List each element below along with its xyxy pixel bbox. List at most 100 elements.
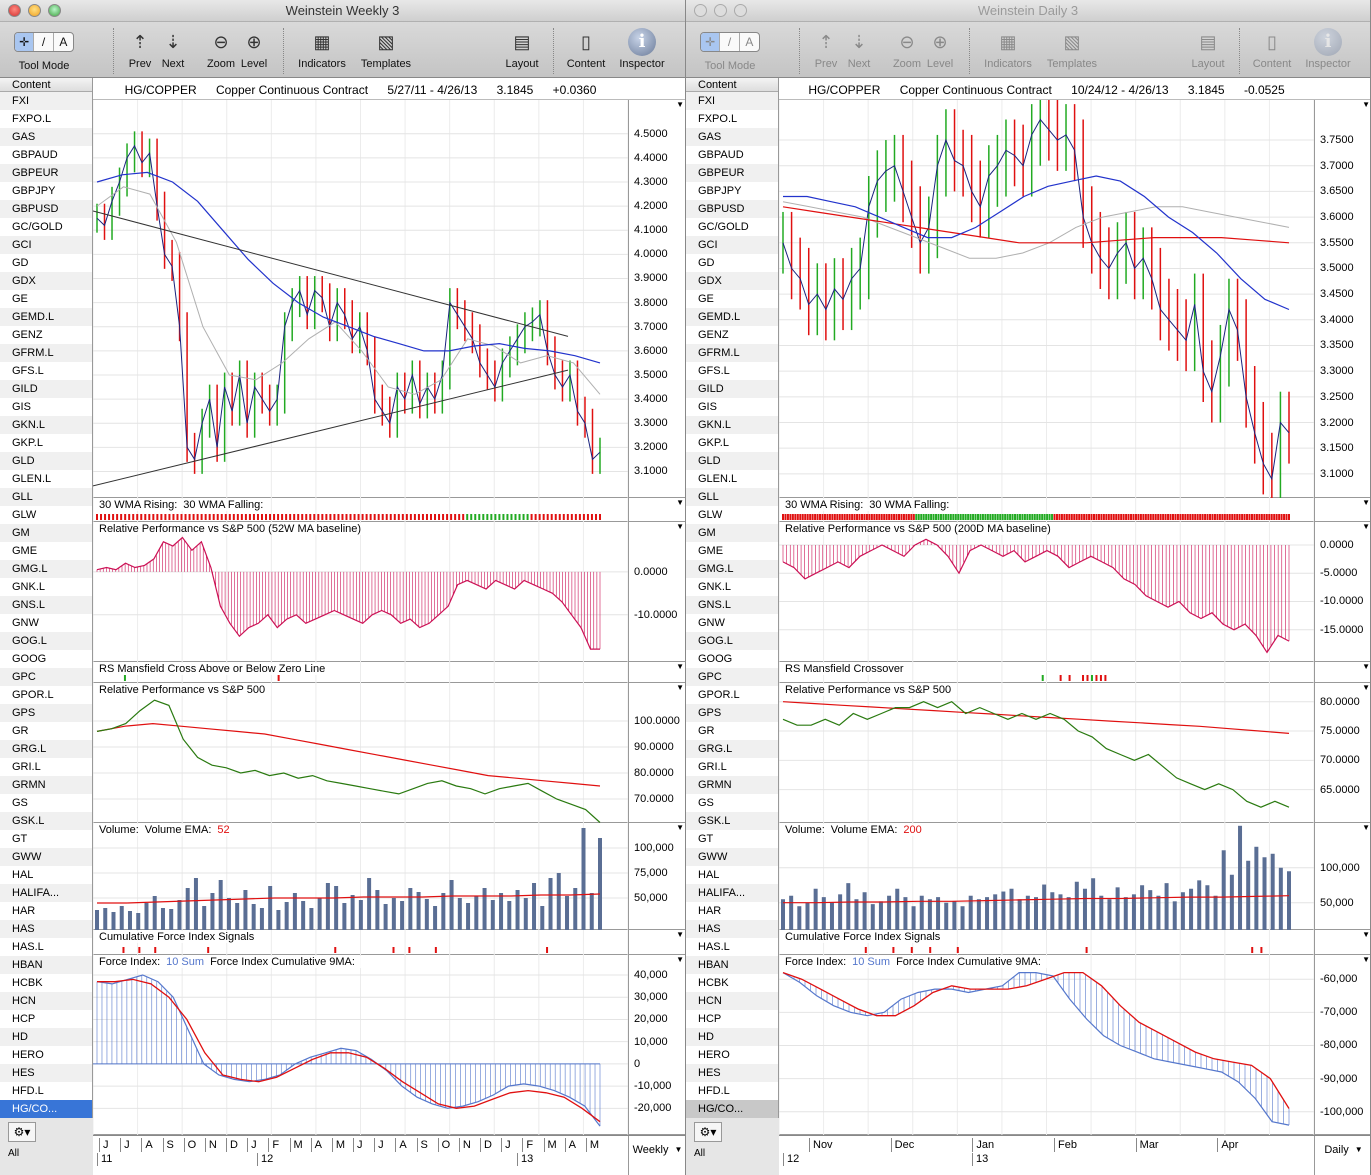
panel-menu-icon[interactable]: ▼: [676, 522, 684, 531]
symbol-list-item[interactable]: GLW: [0, 506, 92, 524]
symbol-list-item[interactable]: HFD.L: [0, 1082, 92, 1100]
symbol-list-item[interactable]: GRG.L: [686, 740, 778, 758]
tool-mode-control[interactable]: ✛ / A Tool Mode: [700, 26, 760, 72]
time-axis[interactable]: Nov Dec Jan Feb Mar Apr 12 13 Daily ▼: [779, 1135, 1370, 1175]
minimize-button[interactable]: [28, 4, 41, 17]
text-tool-icon[interactable]: A: [745, 35, 754, 49]
symbol-list-item[interactable]: HERO: [686, 1046, 778, 1064]
symbol-list-item[interactable]: GOOG: [0, 650, 92, 668]
indicators-button[interactable]: ▦ Indicators: [292, 26, 352, 71]
wma-signal-panel[interactable]: ▼ 30 WMA Rising: 30 WMA Falling:: [93, 498, 685, 522]
symbol-list-item[interactable]: FXI: [0, 92, 92, 110]
symbol-list-item[interactable]: GSK.L: [686, 812, 778, 830]
symbol-list-item[interactable]: HCP: [686, 1010, 778, 1028]
symbol-list-item[interactable]: GRI.L: [0, 758, 92, 776]
symbol-list-item[interactable]: GBPAUD: [686, 146, 778, 164]
symbol-list-item[interactable]: GENZ: [686, 326, 778, 344]
symbol-list-item[interactable]: GCI: [0, 236, 92, 254]
panel-menu-icon[interactable]: ▼: [1362, 683, 1370, 692]
symbol-list-item[interactable]: GRI.L: [686, 758, 778, 776]
symbol-list-item[interactable]: HD: [686, 1028, 778, 1046]
symbol-list-item[interactable]: GSK.L: [0, 812, 92, 830]
symbol-list-item[interactable]: HCBK: [0, 974, 92, 992]
symbol-list-item[interactable]: HAS.L: [0, 938, 92, 956]
symbol-list-item[interactable]: GLL: [686, 488, 778, 506]
symbol-list-item[interactable]: GPS: [0, 704, 92, 722]
symbol-list-item[interactable]: GD: [686, 254, 778, 272]
symbol-list-item[interactable]: GIS: [0, 398, 92, 416]
force-index-panel[interactable]: ▼ 40,000 30,000 20,000 10,000 0 -10,000 -20,000…: [93, 955, 685, 1135]
symbol-list-item[interactable]: GC/GOLD: [0, 218, 92, 236]
templates-button[interactable]: ▧ Templates: [356, 26, 416, 71]
symbol-list-item[interactable]: GWW: [686, 848, 778, 866]
symbol-list-item[interactable]: GNS.L: [0, 596, 92, 614]
panel-menu-icon[interactable]: ▼: [676, 683, 684, 692]
symbol-list-item[interactable]: HES: [0, 1064, 92, 1082]
symbol-list-item[interactable]: GBPJPY: [686, 182, 778, 200]
templates-button[interactable]: ▧ Templates: [1042, 26, 1102, 71]
inspector-button[interactable]: i Inspector: [1300, 26, 1356, 70]
symbol-list-item[interactable]: GNW: [0, 614, 92, 632]
symbol-list-item[interactable]: HAR: [0, 902, 92, 920]
symbol-list-item[interactable]: GAS: [0, 128, 92, 146]
time-axis[interactable]: J J A S O N D J F M A M J J A S O N D J F M A M 11 12 13 Weekly ▼: [93, 1135, 685, 1175]
relative-performance-panel[interactable]: ▼ 100.0000 90.0000 80.0000 70.0000 Relative P…: [93, 683, 685, 823]
next-button[interactable]: ⇣ Next: [844, 26, 874, 71]
panel-menu-icon[interactable]: ▼: [1362, 498, 1370, 507]
chart-area[interactable]: HG/COPPER Copper Continuous Contract 10/…: [779, 78, 1370, 1175]
symbol-list-item[interactable]: GR: [0, 722, 92, 740]
symbol-list-item[interactable]: HBAN: [0, 956, 92, 974]
symbol-list-item[interactable]: GM: [0, 524, 92, 542]
symbol-list-item[interactable]: GLW: [686, 506, 778, 524]
symbol-list-item[interactable]: GPC: [686, 668, 778, 686]
gear-icon[interactable]: ⚙▾: [8, 1122, 36, 1142]
symbol-list-item[interactable]: GILD: [0, 380, 92, 398]
layout-button[interactable]: ▤ Layout: [500, 26, 544, 71]
minimize-button[interactable]: [714, 4, 727, 17]
period-select[interactable]: Weekly ▼: [628, 1136, 685, 1175]
symbol-list-item[interactable]: GT: [0, 830, 92, 848]
content-button[interactable]: ▯ Content: [562, 26, 610, 71]
close-button[interactable]: [8, 4, 21, 17]
symbol-list-item[interactable]: GKP.L: [0, 434, 92, 452]
symbol-list-item[interactable]: HG/CO...: [0, 1100, 92, 1118]
symbol-list-item[interactable]: HCN: [0, 992, 92, 1010]
symbol-list-item[interactable]: GRMN: [686, 776, 778, 794]
symbol-list-item[interactable]: GRG.L: [0, 740, 92, 758]
force-index-panel[interactable]: ▼ -60,000 -70,000 -80,000 -90,000 -100,000 For…: [779, 955, 1370, 1135]
tool-mode-control[interactable]: ✛ / A Tool Mode: [14, 26, 74, 72]
panel-menu-icon[interactable]: ▼: [1362, 823, 1370, 832]
symbol-list-item[interactable]: GBPUSD: [686, 200, 778, 218]
symbol-list-item[interactable]: GENZ: [0, 326, 92, 344]
content-button[interactable]: ▯ Content: [1248, 26, 1296, 71]
panel-menu-icon[interactable]: ▼: [1362, 100, 1370, 109]
symbol-list-item[interactable]: GFS.L: [0, 362, 92, 380]
symbol-list-item[interactable]: GNS.L: [686, 596, 778, 614]
relative-performance-panel[interactable]: ▼ 80.0000 75.0000 70.0000 65.0000 Relative Pe…: [779, 683, 1370, 823]
symbol-list-item[interactable]: GD: [0, 254, 92, 272]
symbol-list-item[interactable]: FXPO.L: [686, 110, 778, 128]
relative-performance-ma-panel[interactable]: ▼ 0.0000 -5.0000 -10.0000 -15.0000 Relative P…: [779, 522, 1370, 662]
panel-menu-icon[interactable]: ▼: [676, 662, 684, 671]
panel-menu-icon[interactable]: ▼: [1362, 522, 1370, 531]
symbol-list-item[interactable]: GNW: [686, 614, 778, 632]
panel-menu-icon[interactable]: ▼: [676, 823, 684, 832]
prev-button[interactable]: ⇡ Prev: [812, 26, 840, 71]
inspector-button[interactable]: i Inspector: [614, 26, 670, 70]
symbol-list-item[interactable]: GNK.L: [0, 578, 92, 596]
symbol-list-item[interactable]: GBPAUD: [0, 146, 92, 164]
panel-menu-icon[interactable]: ▼: [676, 100, 684, 109]
symbol-list-item[interactable]: GBPEUR: [0, 164, 92, 182]
next-button[interactable]: ⇣ Next: [158, 26, 188, 71]
zoom-button[interactable]: [734, 4, 747, 17]
text-tool-icon[interactable]: A: [59, 35, 68, 49]
symbol-list-item[interactable]: GPC: [0, 668, 92, 686]
rs-mansfield-panel[interactable]: ▼ RS Mansfield Cross Above or Below Zero …: [93, 662, 685, 683]
symbol-list-item[interactable]: GE: [0, 290, 92, 308]
symbol-list-item[interactable]: GOG.L: [0, 632, 92, 650]
symbol-list-item[interactable]: GLEN.L: [686, 470, 778, 488]
symbol-list-item[interactable]: GEMD.L: [0, 308, 92, 326]
symbol-list-item[interactable]: GCI: [686, 236, 778, 254]
symbol-list-item[interactable]: GDX: [686, 272, 778, 290]
zoom-out-button[interactable]: ⊖ Zoom: [890, 26, 924, 71]
